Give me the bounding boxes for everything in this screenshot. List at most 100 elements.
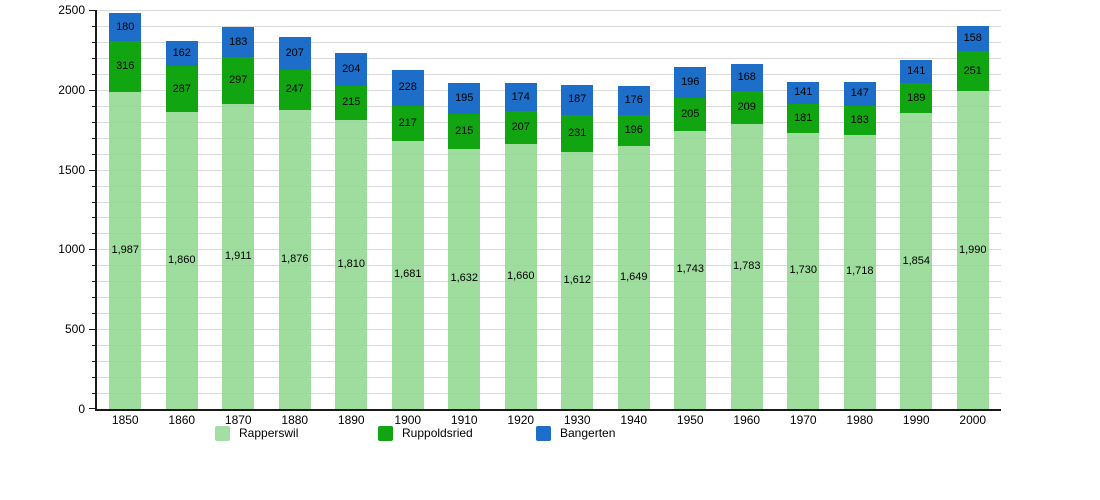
- y-tick: [89, 169, 95, 171]
- gridline: [97, 281, 1001, 283]
- segment-value-label: 1,990: [958, 243, 987, 256]
- gridline: [97, 249, 1001, 251]
- segment-value-label: 1,854: [902, 254, 931, 267]
- legend-label: Bangerten: [560, 426, 616, 440]
- legend-item-bangerten: Bangerten: [536, 426, 615, 441]
- x-tick-label: 1950: [676, 413, 704, 427]
- y-tick: [92, 217, 95, 219]
- segment-value-label: 176: [624, 94, 643, 106]
- y-tick: [89, 89, 95, 91]
- segment-bangerten: 207: [278, 37, 311, 71]
- segment-ruppoldsried: 297: [222, 56, 255, 105]
- legend-swatch-bangerten: [536, 426, 551, 441]
- gridline: [97, 233, 1001, 235]
- bar-1850: 1,987 316 180: [109, 12, 142, 409]
- segment-value-label: 1,860: [167, 254, 196, 267]
- legend-item-rapperswil: Rapperswil: [215, 426, 298, 441]
- gridline: [97, 105, 1001, 107]
- segment-rapperswil: 1,743: [674, 130, 707, 409]
- segment-value-label: 204: [342, 63, 361, 76]
- segment-value-label: 196: [681, 75, 700, 88]
- segment-value-label: 1,718: [845, 265, 874, 278]
- x-tick-label: 1930: [563, 413, 591, 427]
- bar-1960: 1,783 209 168: [730, 64, 763, 409]
- gridline: [97, 329, 1001, 331]
- y-tick-label: 500: [64, 322, 85, 337]
- gridline: [97, 393, 1001, 395]
- segment-rapperswil: 1,660: [504, 144, 537, 409]
- segment-value-label: 162: [172, 46, 191, 59]
- y-tick: [89, 329, 95, 331]
- y-tick: [92, 233, 95, 235]
- segment-bangerten: 141: [787, 81, 820, 105]
- bar-1930: 1,612 231 187: [561, 85, 594, 409]
- segment-value-label: 158: [963, 32, 982, 45]
- x-tick-label: 1990: [902, 413, 930, 427]
- bar-2000: 1,990 251 158: [956, 26, 989, 409]
- x-axis-line: [95, 409, 1001, 411]
- gridline: [97, 361, 1001, 363]
- gridline: [97, 185, 1001, 187]
- segment-value-label: 1,649: [619, 270, 648, 283]
- gridline: [97, 73, 1001, 75]
- gridline: [97, 297, 1001, 299]
- y-tick: [92, 377, 95, 379]
- x-tick-label: 2000: [959, 413, 987, 427]
- bar-1990: 1,854 189 141: [900, 60, 933, 409]
- segment-rapperswil: 1,783: [730, 124, 763, 409]
- y-tick: [92, 25, 95, 27]
- y-tick-label: 0: [78, 402, 85, 416]
- segment-value-label: 1,632: [450, 272, 479, 285]
- y-tick: [92, 153, 95, 155]
- y-tick: [92, 105, 95, 107]
- y-tick: [92, 281, 95, 283]
- segment-rapperswil: 1,810: [335, 120, 368, 409]
- segment-rapperswil: 1,730: [787, 132, 820, 409]
- segment-value-label: 297: [229, 73, 248, 86]
- segment-rapperswil: 1,854: [900, 113, 933, 409]
- y-tick: [92, 41, 95, 43]
- y-tick: [89, 10, 95, 11]
- x-tick-label: 1960: [733, 413, 761, 427]
- segment-value-label: 195: [455, 92, 474, 105]
- segment-value-label: 1,987: [111, 243, 140, 256]
- segment-value-label: 1,876: [280, 252, 309, 265]
- bar-1880: 1,876 247 207: [278, 37, 311, 409]
- segment-ruppoldsried: 231: [561, 114, 594, 152]
- gridline: [97, 201, 1001, 203]
- x-tick-label: 1850: [111, 413, 139, 427]
- segment-value-label: 209: [737, 101, 756, 114]
- segment-ruppoldsried: 217: [391, 106, 424, 141]
- x-tick-label: 1980: [846, 413, 874, 427]
- gridline: [97, 121, 1001, 123]
- y-tick: [92, 121, 95, 123]
- legend-label: Ruppoldsried: [402, 426, 473, 440]
- gridline: [97, 153, 1001, 155]
- y-tick-label: 2500: [58, 3, 85, 17]
- y-tick: [92, 185, 95, 187]
- segment-bangerten: 195: [448, 83, 481, 115]
- y-tick: [92, 201, 95, 203]
- segment-value-label: 1,911: [224, 250, 252, 262]
- segment-value-label: 215: [455, 124, 474, 137]
- y-tick: [92, 265, 95, 267]
- segment-ruppoldsried: 316: [109, 41, 142, 92]
- segment-value-label: 217: [398, 116, 417, 129]
- gridline: [97, 377, 1001, 379]
- segment-value-label: 207: [285, 47, 304, 60]
- gridline: [97, 313, 1001, 315]
- y-tick-label: 1000: [58, 242, 85, 257]
- segment-ruppoldsried: 215: [448, 114, 481, 149]
- segment-value-label: 247: [285, 83, 304, 96]
- gridline: [97, 217, 1001, 219]
- segment-rapperswil: 1,911: [222, 104, 255, 409]
- x-tick-label: 1940: [620, 413, 648, 427]
- segment-value-label: 1,660: [506, 270, 535, 283]
- segment-ruppoldsried: 287: [165, 66, 198, 113]
- bar-1950: 1,743 205 196: [674, 66, 707, 409]
- segment-bangerten: 187: [561, 85, 594, 115]
- segment-value-label: 187: [568, 93, 587, 106]
- segment-ruppoldsried: 205: [674, 98, 707, 131]
- segment-value-label: 147: [850, 87, 869, 100]
- plot-area: 1,987 316 180 1,860 287 162 1,911 297 183 1,876 24…: [89, 10, 1001, 411]
